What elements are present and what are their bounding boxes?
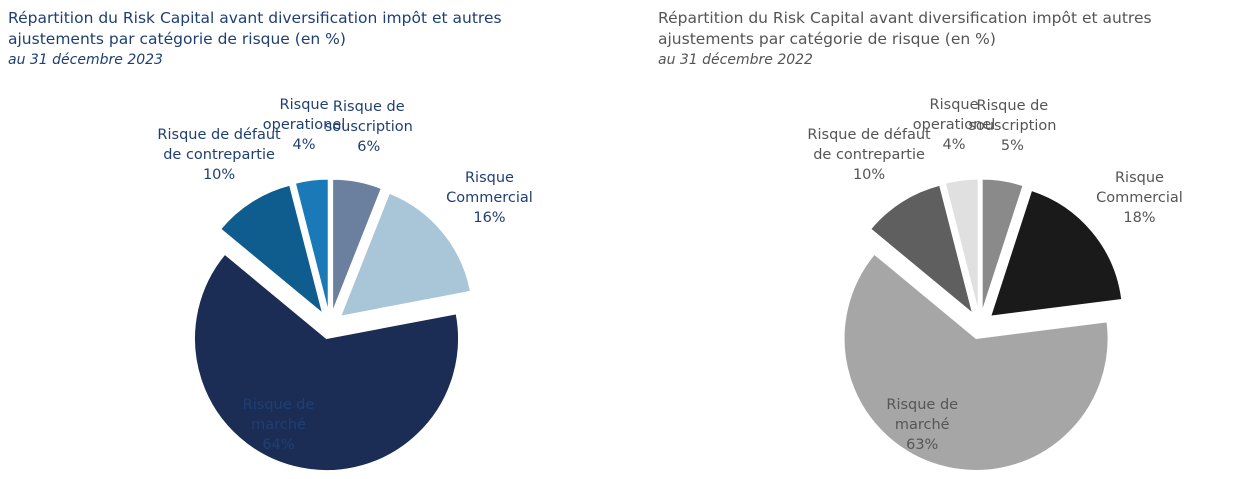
slice-label: Risque de défaut de contrepartie 10% (804, 125, 934, 185)
slice-label: Risque de marché 63% (857, 395, 987, 455)
category-label: Risque de souscription (324, 98, 413, 135)
slice-label: Risque Commercial 18% (1074, 168, 1204, 228)
pie-slice (981, 178, 1024, 312)
pie (194, 178, 472, 471)
chart-title: Répartition du Risk Capital avant divers… (658, 9, 1152, 48)
slice-label: Risque Commercial 16% (424, 168, 554, 228)
category-label: Risque de défaut de contrepartie (157, 127, 281, 164)
category-label: Risque Commercial (446, 170, 533, 207)
category-label: Risque de marché (886, 397, 959, 433)
pie-slice (294, 178, 329, 312)
pie-slice (944, 178, 979, 312)
pie (843, 178, 1123, 471)
value-label: 5% (1000, 137, 1024, 154)
category-label: Risque de défaut de contrepartie (807, 127, 931, 164)
value-label: 6% (357, 138, 381, 155)
slice-label: Risque de défaut de contrepartie 10% (154, 125, 284, 185)
value-label: 16% (473, 210, 506, 227)
slice-label: Risque operationel 4% (889, 95, 1019, 155)
pie-slice (339, 192, 472, 317)
value-label: 4% (292, 136, 316, 153)
value-label: 10% (202, 167, 236, 184)
chart-panel: Répartition du Risk Capital avant divers… (650, 0, 1238, 479)
pie-slice (870, 184, 974, 315)
category-label: Risque Commercial (1096, 170, 1183, 207)
category-label: Risque de souscription (968, 97, 1057, 134)
chart-panel: Répartition du Risk Capital avant divers… (8, 9, 554, 471)
pie-slice (990, 189, 1123, 317)
pie-slice (332, 178, 382, 312)
pie-slice (220, 184, 324, 315)
value-label: 18% (1123, 210, 1156, 227)
pie-slice (194, 253, 459, 471)
slice-label: Risque operationel 4% (239, 95, 369, 155)
category-label: Risque operationel (262, 96, 346, 133)
chart-title: Répartition du Risk Capital avant divers… (8, 9, 502, 48)
value-label: 4% (942, 136, 966, 153)
pie-slice (843, 253, 1109, 471)
chart-subtitle: au 31 décembre 2022 (658, 52, 813, 68)
slice-label: Risque de marché 64% (214, 395, 344, 455)
chart-subtitle: au 31 décembre 2023 (8, 52, 163, 68)
value-label: 63% (906, 437, 939, 453)
value-label: 10% (852, 167, 886, 184)
category-label: Risque operationel (912, 96, 996, 133)
category-label: Risque de marché (242, 397, 315, 433)
value-label: 64% (262, 437, 295, 453)
slice-label: Risque de souscription 6% (304, 97, 434, 157)
slice-label: Risque de souscription 5% (947, 96, 1077, 156)
